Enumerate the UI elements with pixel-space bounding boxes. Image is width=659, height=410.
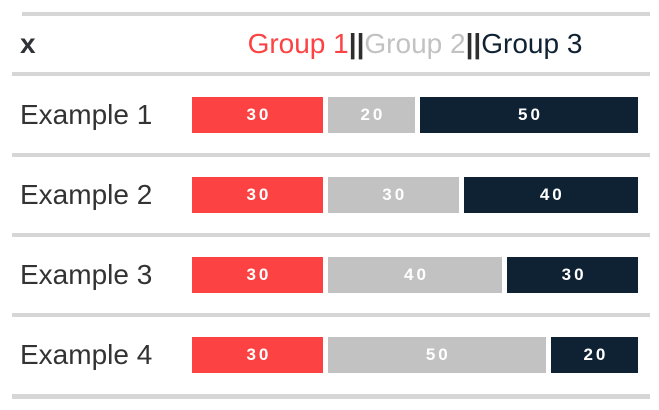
chart-row: Example 1 30 20 50 — [0, 76, 659, 153]
chart-header: x Group 1||Group 2||Group 3 — [0, 16, 659, 72]
bar-segment-group-2: 20 — [327, 96, 415, 133]
bar-segment-group-3: 40 — [463, 176, 638, 213]
row-separator-1 — [12, 153, 650, 157]
legend-item-group-2[interactable]: Group 2 — [364, 28, 466, 59]
bar-segment-group-1: 30 — [192, 176, 323, 213]
bar-segment-group-3: 30 — [507, 256, 638, 293]
bar-segment-group-2: 40 — [327, 256, 503, 293]
legend-separator: || — [465, 28, 482, 59]
header-rule — [12, 72, 650, 76]
bar-segment-group-3: 20 — [550, 336, 638, 373]
bar-segment-group-2: 30 — [327, 176, 459, 213]
legend-separator: || — [348, 28, 365, 59]
top-rule — [22, 12, 650, 16]
row-label: Example 2 — [20, 178, 153, 210]
row-label: Example 3 — [20, 258, 153, 290]
legend-item-group-1[interactable]: Group 1 — [247, 28, 349, 59]
bar-segment-group-3: 50 — [420, 96, 638, 133]
bar-segment-group-1: 30 — [192, 96, 323, 133]
chart-row: Example 3 30 40 30 — [0, 236, 659, 313]
bar-segment-group-2: 50 — [327, 336, 546, 373]
bar-segment-group-1: 30 — [192, 256, 323, 293]
bottom-rule — [12, 394, 650, 399]
bar-group: 30 30 40 — [192, 176, 638, 213]
chart-row: Example 4 30 50 20 — [0, 316, 659, 393]
chart-row: Example 2 30 30 40 — [0, 156, 659, 233]
legend: Group 1||Group 2||Group 3 — [192, 28, 638, 60]
bar-segment-group-1: 30 — [192, 336, 323, 373]
bar-group: 30 20 50 — [192, 96, 638, 133]
bar-group: 30 50 20 — [192, 336, 638, 373]
row-separator-3 — [12, 313, 650, 317]
row-separator-2 — [12, 233, 650, 237]
bar-group: 30 40 30 — [192, 256, 638, 293]
row-label: Example 4 — [20, 338, 153, 370]
row-label: Example 1 — [20, 98, 153, 130]
legend-item-group-3[interactable]: Group 3 — [481, 28, 583, 59]
axis-label: x — [20, 28, 36, 59]
